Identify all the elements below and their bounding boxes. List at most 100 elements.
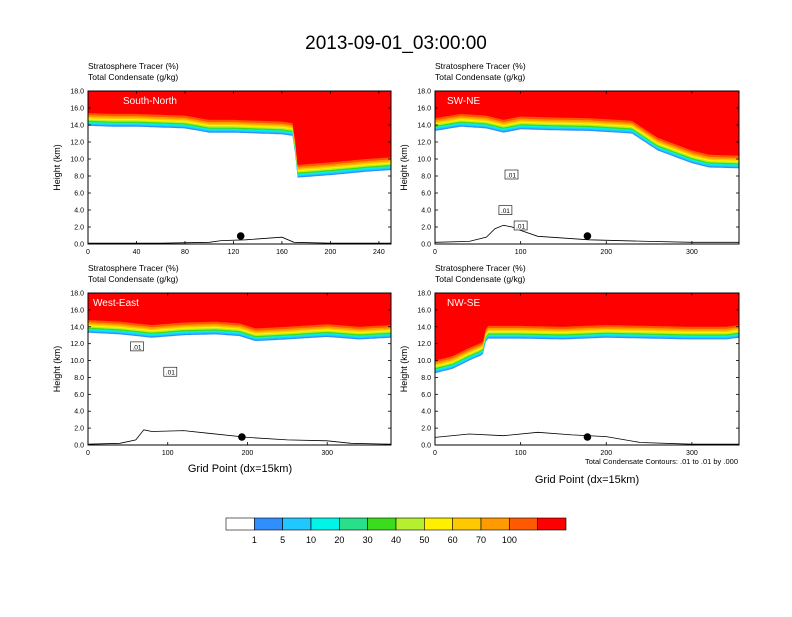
panel-south-north: Stratosphere Tracer (%)Total Condensate … [52,61,392,256]
panel-label: SW-NE [447,96,480,107]
location-marker [583,433,592,441]
x-tick-label: 300 [686,249,698,256]
contour-label-box [513,220,528,231]
location-marker [238,433,246,441]
y-tick-label: 2.0 [421,225,431,232]
y-tick-label: 0.0 [74,443,84,450]
colorbar-swatch [452,517,482,531]
y-tick-label: 0.0 [421,443,431,450]
y-tick-label: 12.0 [70,341,84,348]
plot-frame [434,90,740,245]
panel-label: West-East [93,298,139,309]
y-tick-label: 10.0 [70,157,84,164]
colorbar-swatch [367,517,397,531]
panel-nw-se: Stratosphere Tracer (%)Total Condensate … [399,263,740,457]
colorbar-label: 100 [502,535,517,545]
variable-label-condensate: Total Condensate (g/kg) [435,72,525,82]
y-tick-label: 2.0 [74,225,84,232]
contour-label: .01 [507,173,516,180]
y-tick-label: 16.0 [70,106,84,113]
x-tick-label: 0 [433,450,437,457]
contour-label-box [498,205,513,215]
colorbar-swatch [509,517,538,531]
y-axis-label: Height (km) [52,346,62,393]
colorbar-swatch [480,517,510,531]
x-axis-label-right: Grid Point (dx=15km) [535,474,639,486]
panel-label: South-North [123,96,177,107]
contour-label: .01 [501,208,510,215]
y-tick-label: 14.0 [417,324,431,331]
plot-frame [87,90,392,245]
contour-label-box [163,366,178,377]
y-tick-label: 4.0 [74,409,84,416]
y-tick-label: 18.0 [417,291,431,298]
variable-label-condensate: Total Condensate (g/kg) [88,274,178,284]
y-tick-label: 6.0 [74,191,84,198]
x-tick-label: 300 [321,450,333,457]
contour-label: .01 [132,344,141,351]
x-tick-label: 80 [181,249,189,256]
variable-label-tracer: Stratosphere Tracer (%) [88,263,179,273]
y-tick-label: 6.0 [421,191,431,198]
y-tick-label: 0.0 [421,242,431,249]
y-tick-label: 18.0 [70,291,84,298]
y-axis-label: Height (km) [399,144,409,191]
y-tick-label: 2.0 [421,426,431,433]
x-tick-label: 0 [433,249,437,256]
colorbar-label: 1 [252,535,257,545]
y-tick-label: 4.0 [421,208,431,215]
colorbar-swatch [310,517,340,531]
y-tick-label: 10.0 [70,358,84,365]
y-tick-label: 2.0 [74,426,84,433]
y-tick-label: 18.0 [417,89,431,96]
colorbar-swatch [254,517,283,531]
terrain-line [88,236,391,244]
y-tick-label: 6.0 [74,392,84,399]
y-tick-label: 12.0 [417,341,431,348]
colorbar-label: 30 [363,535,373,545]
colorbar-swatch [339,517,368,531]
colorbar-swatch [225,517,255,531]
y-tick-label: 12.0 [417,140,431,147]
colorbar-label: 50 [419,535,429,545]
figure-title: 2013-09-01_03:00:00 [305,33,487,54]
y-tick-label: 16.0 [417,307,431,314]
y-tick-label: 16.0 [70,307,84,314]
location-marker [583,232,592,240]
x-tick-label: 120 [228,249,240,256]
x-tick-label: 160 [276,249,288,256]
x-tick-label: 100 [162,450,174,457]
x-tick-label: 100 [515,450,527,457]
colorbar-swatch [424,517,453,531]
contour-label-box [130,341,144,352]
y-tick-label: 8.0 [421,174,431,181]
variable-label-condensate: Total Condensate (g/kg) [435,274,525,284]
y-axis-label: Height (km) [52,144,62,191]
x-tick-label: 200 [325,249,337,256]
y-tick-label: 8.0 [74,375,84,382]
x-tick-label: 240 [373,249,385,256]
y-tick-label: 16.0 [417,106,431,113]
contour-label: .01 [516,224,525,231]
colorbar-label: 60 [448,535,458,545]
terrain-line [87,429,392,445]
x-tick-label: 100 [515,249,527,256]
panel-label: NW-SE [447,298,480,309]
plot-frame [434,292,740,446]
colorbar-label: 5 [280,535,285,545]
tracer-core [88,91,391,162]
y-tick-label: 14.0 [70,123,84,130]
colorbar-swatch [282,517,312,531]
contour-label-box [504,169,519,180]
y-tick-label: 4.0 [74,208,84,215]
tracer-core [88,293,391,326]
colorbar: 1 5 10 20 30 40 50 60 70 100 [225,517,567,545]
panels: Stratosphere Tracer (%)Total Condensate … [52,61,740,457]
x-tick-label: 0 [86,249,90,256]
variable-label-tracer: Stratosphere Tracer (%) [88,61,179,71]
y-tick-label: 10.0 [417,358,431,365]
variable-label-tracer: Stratosphere Tracer (%) [435,263,526,273]
y-tick-label: 10.0 [417,157,431,164]
plot-frame [87,292,392,446]
